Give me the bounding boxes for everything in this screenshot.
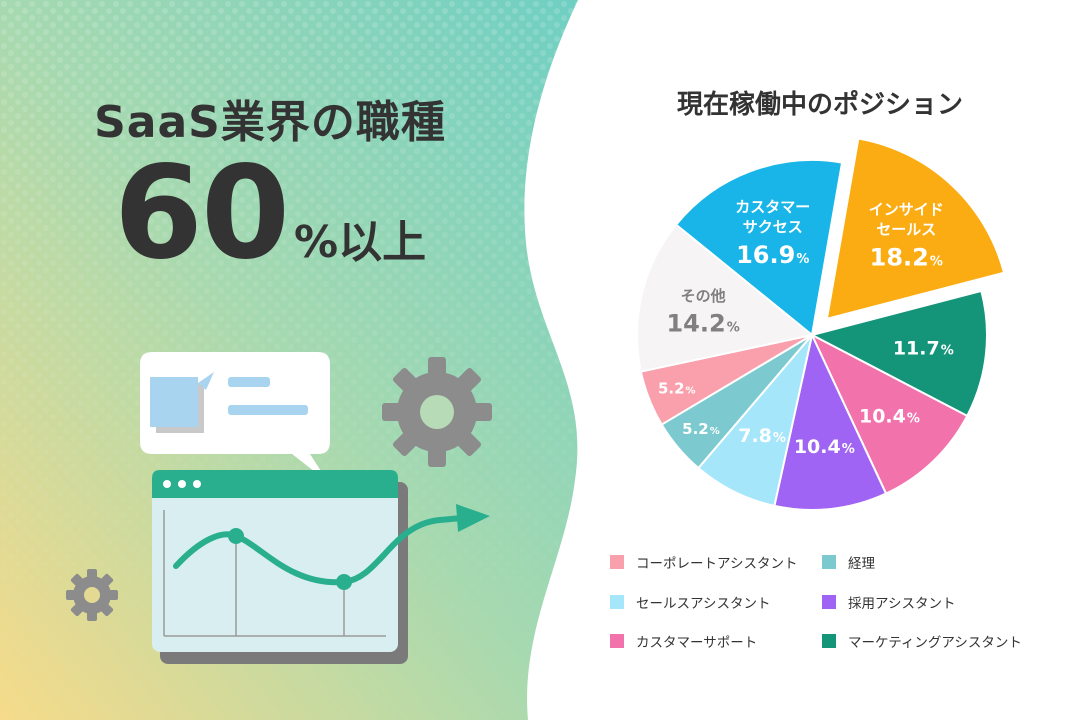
slice-value-label: 16.9% <box>736 241 809 269</box>
page-title: SaaS業界の職種 <box>94 97 446 148</box>
legend-label: 採用アシスタント <box>848 596 956 612</box>
line-graph-icon <box>163 510 443 637</box>
pie-slice <box>825 137 1006 321</box>
small-gear-icon <box>66 569 118 621</box>
slice-value-label: 18.2% <box>870 243 943 271</box>
slice-category-label: セールス <box>876 221 936 239</box>
slice-category-label: サクセス <box>743 218 803 236</box>
legend-label: マーケティングアシスタント <box>848 635 1022 651</box>
chart-title: 現在稼働中のポジション <box>676 90 963 120</box>
legend-item: セールスアシスタント <box>610 592 770 612</box>
pie-slice <box>809 332 969 495</box>
gear-icon <box>382 357 492 467</box>
headline-stat: 60 %以上 <box>0 150 540 290</box>
slice-value-label: 7.8% <box>738 425 786 447</box>
legend-label: カスタマーサポート <box>636 635 758 651</box>
slice-value-label: 11.7% <box>893 337 954 359</box>
slice-category-label: カスタマー <box>735 198 810 216</box>
legend-item: 採用アシスタント <box>822 592 955 612</box>
slice-category-label: インサイド <box>869 201 944 219</box>
legend-label: 経理 <box>848 556 875 572</box>
pie-slice <box>636 223 815 373</box>
slice-value-label: 10.4% <box>859 406 920 428</box>
legend-swatch <box>610 634 624 648</box>
slice-value-label: 10.4% <box>794 436 855 458</box>
pie-slice <box>809 289 988 418</box>
legend-item: コーポレートアシスタント <box>610 552 797 572</box>
slice-value-label: 5.2% <box>658 379 696 397</box>
legend-swatch <box>822 634 836 648</box>
legend-swatch <box>610 555 624 569</box>
legend-item: マーケティングアシスタント <box>822 631 1022 651</box>
legend-item: カスタマーサポート <box>610 631 757 651</box>
legend-label: コーポレートアシスタント <box>636 556 798 572</box>
slice-value-label: 5.2% <box>682 420 720 438</box>
legend-swatch <box>610 595 624 609</box>
legend-label: セールスアシスタント <box>636 596 771 612</box>
legend-swatch <box>822 555 836 569</box>
legend-swatch <box>822 595 836 609</box>
stat-number: 60 <box>113 139 290 288</box>
arrow-icon <box>437 504 490 532</box>
pie-chart <box>636 137 1006 511</box>
pie-slice <box>773 331 888 511</box>
slice-value-label: 14.2% <box>666 310 739 338</box>
slice-category-label: その他 <box>681 287 726 305</box>
stat-suffix: %以上 <box>294 217 427 268</box>
pie-slice <box>674 159 844 337</box>
legend-item: 経理 <box>822 552 875 572</box>
chat-bubble-icon <box>140 352 330 482</box>
